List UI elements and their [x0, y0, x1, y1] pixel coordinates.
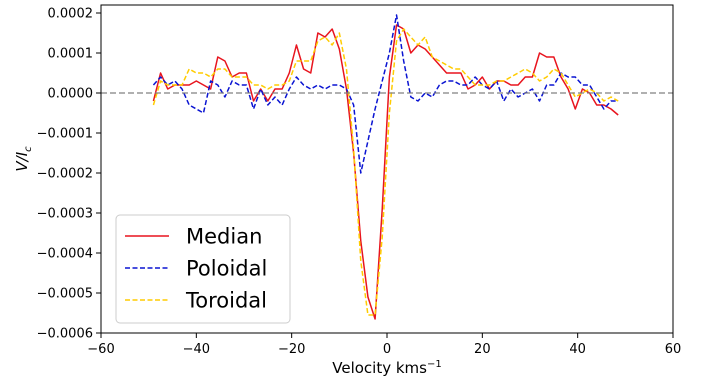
plot-lines [152, 14, 619, 320]
x-tick-label: −20 [278, 342, 305, 357]
x-tick-label: 20 [474, 342, 491, 357]
series-line-median [152, 24, 619, 320]
y-axis-label: V/Ic [13, 146, 34, 172]
series-line-poloidal [152, 14, 619, 174]
x-axis-label: Velocity kms−1 [332, 359, 441, 377]
y-tick-label: −0.0004 [37, 247, 93, 262]
y-axis-label-subscript: c [23, 146, 34, 152]
series-line-toroidal [152, 28, 619, 316]
y-tick-label: −0.0002 [37, 167, 93, 182]
x-tick-label: 60 [665, 342, 682, 357]
y-axis-label-text: V/I [13, 151, 31, 171]
x-axis: −60 −40 −20 0 20 40 60 [87, 333, 681, 357]
y-tick-label: 0.0002 [48, 7, 94, 22]
legend-label-poloidal: Poloidal [186, 257, 267, 281]
x-tick-label: −40 [183, 342, 210, 357]
legend-label-toroidal: Toroidal [185, 289, 267, 313]
legend: Median Poloidal Toroidal [115, 214, 291, 324]
y-tick-label: 0.0000 [48, 87, 94, 102]
y-tick-label: 0.0001 [48, 47, 94, 62]
x-axis-label-text: Velocity kms [332, 359, 427, 377]
x-tick-label: −60 [87, 342, 114, 357]
legend-label-median: Median [186, 225, 262, 249]
y-tick-label: −0.0003 [37, 207, 93, 222]
x-tick-label: 0 [383, 342, 391, 357]
y-axis: 0.0002 0.0001 0.0000 −0.0001 −0.0002 −0.0003 −… [37, 7, 101, 342]
y-tick-label: −0.0006 [37, 327, 93, 342]
y-tick-label: −0.0005 [37, 287, 93, 302]
legend-box [115, 214, 291, 324]
x-tick-label: 40 [569, 342, 586, 357]
y-tick-label: −0.0001 [37, 127, 93, 142]
x-axis-label-superscript: −1 [427, 359, 442, 370]
